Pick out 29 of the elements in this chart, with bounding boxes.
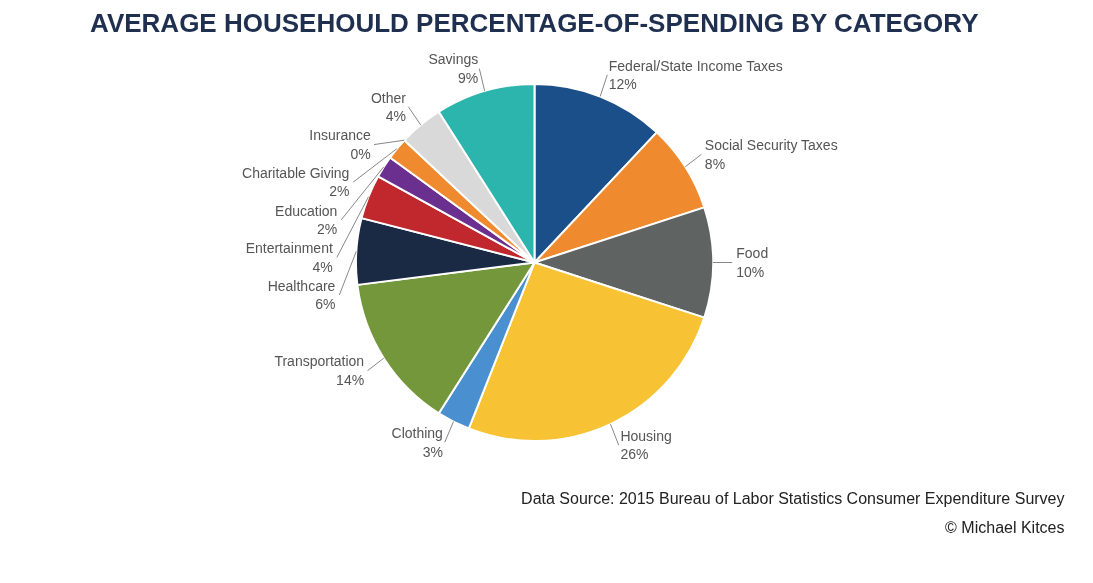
text: © Michael Kitces: [945, 518, 1065, 536]
chart-title: AVERAGE HOUSEHOULD PERCENTAGE-OF-SPENDING BY CATEGORY: [90, 7, 979, 38]
data-label: 10%: [736, 263, 765, 280]
data-label: 8%: [704, 155, 726, 172]
data-label: 4%: [385, 108, 406, 125]
slice-label: Clothing: [391, 425, 443, 442]
slice-label: Other: [370, 89, 407, 106]
slice-label: Food: [736, 245, 769, 262]
slice-label: Education: [275, 202, 338, 219]
slice-label: Federal/State Income Taxes: [608, 57, 783, 74]
slice-label: Healthcare: [267, 277, 336, 294]
data-label: 26%: [620, 446, 649, 463]
data-label: 14%: [336, 371, 365, 388]
slice-label: Transportation: [274, 353, 365, 370]
source-note: Data Source: 2015 Bureau of Labor Statistics Consumer Expenditure Survey: [521, 489, 1065, 507]
slice-label: Charitable Giving: [242, 164, 350, 181]
data-label: 6%: [315, 296, 336, 313]
data-label: 9%: [457, 69, 479, 86]
data-label: 4%: [312, 258, 333, 275]
slice-label: Social Security Taxes: [704, 137, 838, 154]
data-label: 3%: [422, 443, 443, 460]
text: 0%: [350, 145, 371, 162]
legend-label: Insurance: [309, 127, 371, 144]
data-label: 2%: [329, 183, 350, 200]
data-label: 2%: [317, 220, 338, 237]
slice-label: Housing: [620, 427, 672, 444]
slice-label: Entertainment: [245, 240, 333, 257]
slice-label: Savings: [428, 51, 479, 68]
data-label: 12%: [608, 76, 637, 93]
